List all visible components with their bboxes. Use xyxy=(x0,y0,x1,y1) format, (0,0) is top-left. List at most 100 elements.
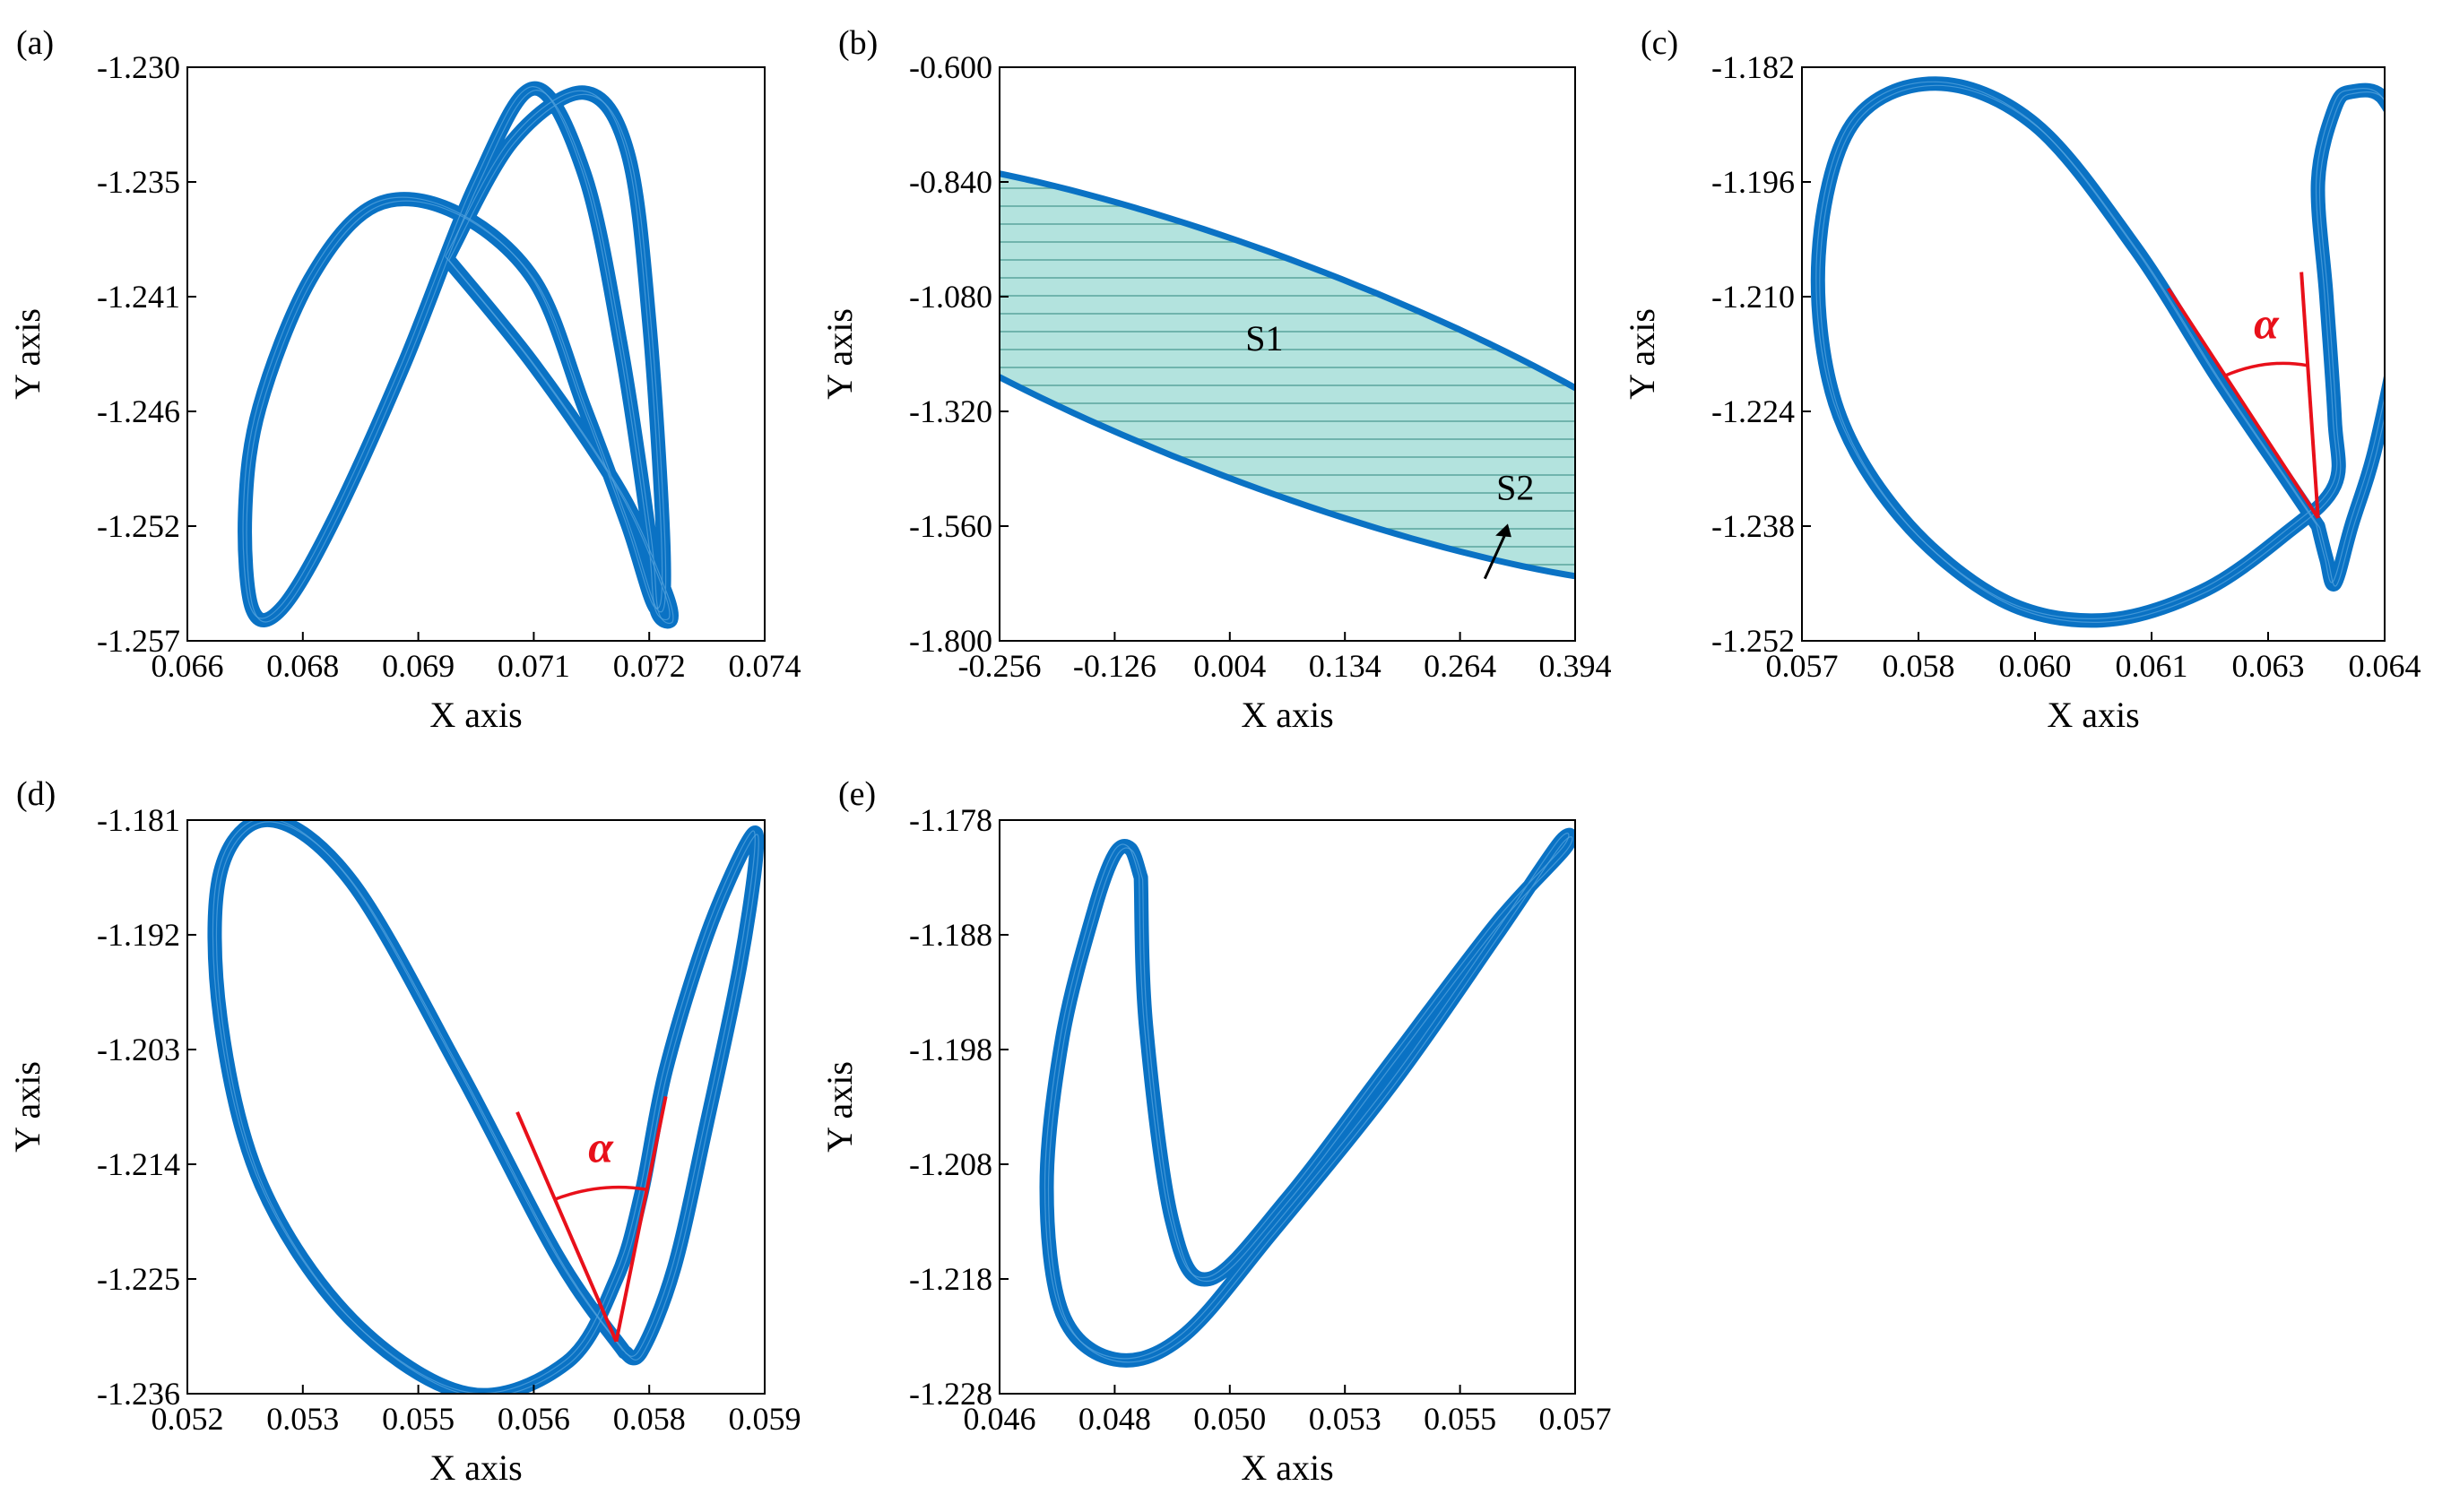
plot-frame xyxy=(999,66,1576,642)
panel-label: (b) xyxy=(838,24,878,62)
y-tick-label: -1.241 xyxy=(97,279,180,315)
y-tick-label: -1.214 xyxy=(97,1146,180,1182)
x-tick-label: 0.074 xyxy=(729,648,801,684)
plot-data xyxy=(238,81,679,629)
angle-label: α xyxy=(588,1122,614,1172)
trajectory-strand xyxy=(246,90,674,625)
x-tick-label: 0.059 xyxy=(729,1401,801,1437)
annotation-s2-arrow xyxy=(1483,528,1510,580)
plot-frame xyxy=(186,66,766,642)
y-axis-title: Y axis xyxy=(819,1061,860,1153)
x-tick-label: 0.046 xyxy=(964,1401,1036,1437)
trajectory-band xyxy=(238,81,679,629)
y-axis-title: Y axis xyxy=(7,1061,48,1153)
y-tick-label: -1.208 xyxy=(909,1146,992,1182)
chart-panel: (b) S1 S2 -0.256 -0.126 0.004 0.134 0.264 0.394 -… xyxy=(819,24,1612,735)
trajectory-strand xyxy=(1047,836,1573,1363)
x-tick-label: 0.050 xyxy=(1193,1401,1266,1437)
angle-arm xyxy=(614,1095,668,1343)
trajectory-strand xyxy=(242,86,671,621)
trajectory-strand xyxy=(1815,81,2385,619)
x-axis-title: X axis xyxy=(2047,695,2139,735)
y-tick-label: -1.196 xyxy=(1711,164,1795,200)
y-tick-label: -0.600 xyxy=(909,49,992,85)
x-tick-label: 0.004 xyxy=(1193,648,1266,684)
trajectory-strand xyxy=(212,820,756,1394)
trajectory-strand xyxy=(1044,833,1570,1360)
attractor-ellipse xyxy=(1000,170,1575,580)
y-tick-label: -1.218 xyxy=(909,1261,992,1297)
y-tick-label: -1.252 xyxy=(1711,623,1795,659)
y-tick-label: -1.800 xyxy=(909,623,992,659)
chart-panel: (d) α 0.052 0.053 0.055 0.056 0.058 0.059 -1.181… xyxy=(7,775,801,1488)
angle-arc xyxy=(2224,361,2308,377)
x-tick-label: 0.055 xyxy=(382,1401,455,1437)
y-tick-label: -1.228 xyxy=(909,1376,992,1412)
angle-arm xyxy=(2166,287,2320,519)
y-tick-label: -1.192 xyxy=(97,917,180,953)
chart-panel: (e) 0.046 0.048 0.050 0.053 0.055 0.057 -1.178 -… xyxy=(819,775,1612,1488)
annotation-s1: S1 xyxy=(1245,318,1283,359)
panel-label: (e) xyxy=(838,775,876,813)
y-tick-label: -1.246 xyxy=(97,393,180,429)
y-tick-label: -1.203 xyxy=(97,1032,180,1067)
x-axis-title: X axis xyxy=(429,1447,522,1488)
plot-data xyxy=(1039,827,1575,1368)
plot-frame xyxy=(1801,66,2386,642)
plot-data xyxy=(1810,76,2385,628)
x-tick-label: 0.053 xyxy=(266,1401,339,1437)
plot-frame xyxy=(999,819,1576,1395)
y-tick-label: -1.224 xyxy=(1711,393,1795,429)
x-tick-label: -0.126 xyxy=(1073,648,1156,684)
x-tick-label: 0.264 xyxy=(1424,648,1496,684)
y-tick-label: -1.225 xyxy=(97,1261,180,1297)
panel-label: (a) xyxy=(16,24,54,62)
y-tick-label: -1.320 xyxy=(909,393,992,429)
y-tick-label: -1.181 xyxy=(97,802,180,838)
y-tick-label: -1.188 xyxy=(909,917,992,953)
y-tick-label: -1.560 xyxy=(909,508,992,544)
y-tick-label: -1.080 xyxy=(909,279,992,315)
plot-frame xyxy=(186,819,766,1395)
x-tick-label: 0.057 xyxy=(1766,648,1839,684)
y-axis-title: Y axis xyxy=(1622,308,1662,400)
x-tick-label: 0.055 xyxy=(1424,1401,1496,1437)
y-tick-label: -1.178 xyxy=(909,802,992,838)
y-tick-label: -1.257 xyxy=(97,623,180,659)
x-tick-label: 0.071 xyxy=(498,648,570,684)
chart-panel: (c) α 0.057 0.058 0.060 0.061 0.063 0.064 -1.182… xyxy=(1622,24,2421,735)
x-axis-title: X axis xyxy=(429,695,522,735)
x-tick-label: 0.053 xyxy=(1309,1401,1381,1437)
trajectory-strand xyxy=(1819,84,2385,623)
y-tick-label: -1.236 xyxy=(97,1376,180,1412)
trajectory-band xyxy=(1039,827,1575,1368)
y-axis-title: Y axis xyxy=(819,308,860,400)
x-tick-label: 0.066 xyxy=(152,648,224,684)
x-tick-label: 0.134 xyxy=(1309,648,1381,684)
x-axis-title: X axis xyxy=(1241,1447,1333,1488)
angle-arm xyxy=(2299,272,2320,518)
x-tick-label: 0.061 xyxy=(2116,648,2188,684)
x-tick-label: 0.048 xyxy=(1078,1401,1151,1437)
plot-data xyxy=(1000,170,1575,580)
angle-arc xyxy=(554,1185,647,1201)
y-tick-label: -1.210 xyxy=(1711,279,1795,315)
trajectory-band xyxy=(207,820,765,1394)
annotation-s2: S2 xyxy=(1496,468,1534,508)
x-tick-label: -0.256 xyxy=(958,648,1042,684)
y-tick-label: -1.235 xyxy=(97,164,180,200)
plot-data xyxy=(207,820,765,1394)
y-axis-title: Y axis xyxy=(7,308,48,400)
x-tick-label: 0.072 xyxy=(613,648,686,684)
x-tick-label: 0.069 xyxy=(382,648,455,684)
x-tick-label: 0.058 xyxy=(613,1401,686,1437)
x-axis-title: X axis xyxy=(1241,695,1333,735)
y-tick-label: -1.182 xyxy=(1711,49,1795,85)
x-tick-label: 0.068 xyxy=(266,648,339,684)
x-tick-label: 0.064 xyxy=(2349,648,2421,684)
angle-arm xyxy=(515,1111,619,1343)
annotation-s2-arrowhead xyxy=(1495,523,1511,538)
x-tick-label: 0.058 xyxy=(1883,648,1955,684)
x-tick-label: 0.056 xyxy=(498,1401,570,1437)
